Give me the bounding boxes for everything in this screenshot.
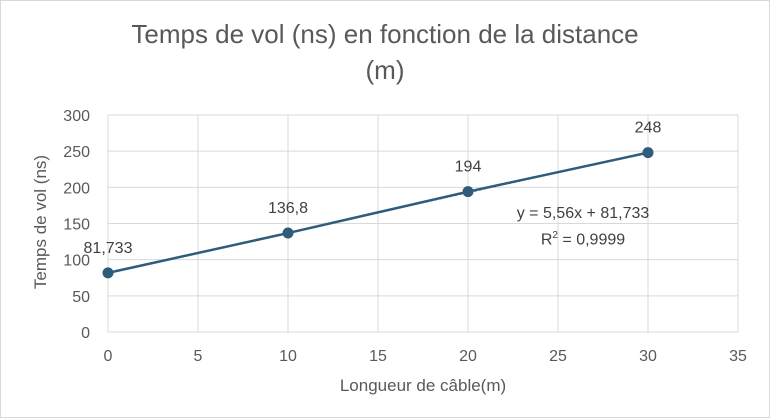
- series-line: [107, 151, 649, 275]
- x-tick-label: 25: [549, 348, 567, 365]
- y-tick-label: 0: [81, 325, 90, 342]
- data-series: [102, 147, 654, 279]
- data-label: 136,8: [268, 200, 308, 217]
- chart-title: Temps de vol (ns) en fonction de la dist…: [80, 16, 690, 88]
- r2-prefix: R: [540, 231, 553, 249]
- x-tick-label: 20: [459, 348, 477, 365]
- x-axis-label: Longueur de câble(m): [339, 376, 507, 395]
- trendline-equation: y = 5,56x + 81,733 R2 = 0,9999: [517, 203, 650, 251]
- data-label: 81,733: [84, 240, 133, 257]
- x-tick-label: 30: [639, 348, 657, 365]
- trendline-equation-text: y = 5,56x + 81,733: [516, 205, 650, 222]
- data-point: [282, 227, 294, 239]
- data-point: [642, 147, 654, 159]
- y-tick-label: 100: [63, 253, 90, 270]
- gridlines: [107, 114, 739, 333]
- x-tick-label: 35: [729, 348, 747, 365]
- r2-exponent: 2: [552, 230, 558, 241]
- x-tick-label: 10: [279, 348, 297, 365]
- x-tick-label: 0: [104, 348, 113, 365]
- data-label: 248: [635, 120, 662, 137]
- tick-labels: 0 5 10 15 20 25 30 35 0 50 100 150 200 250 300: [63, 108, 747, 365]
- chart-title-line-2: (m): [365, 55, 405, 85]
- data-labels: 81,733 136,8 194 248: [84, 120, 662, 257]
- trendline-r2: R2 = 0,9999: [517, 225, 650, 251]
- y-tick-label: 250: [63, 144, 90, 161]
- x-tick-label: 5: [194, 348, 203, 365]
- data-label: 194: [455, 159, 482, 176]
- y-axis-label: Temps de vol (ns): [31, 154, 50, 290]
- y-tick-label: 200: [63, 180, 90, 197]
- data-point: [102, 267, 114, 279]
- chart-title-line-1: Temps de vol (ns) en fonction de la dist…: [131, 19, 639, 49]
- data-point: [462, 186, 474, 198]
- x-tick-label: 15: [369, 348, 387, 365]
- r2-suffix: = 0,9999: [557, 231, 626, 249]
- y-tick-label: 50: [72, 289, 90, 306]
- y-tick-label: 150: [63, 217, 90, 234]
- y-tick-label: 300: [63, 108, 90, 125]
